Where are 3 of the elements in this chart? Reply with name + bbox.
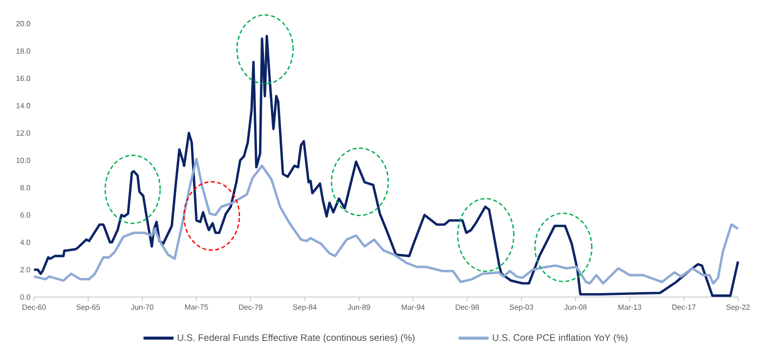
legend-label: U.S. Federal Funds Effective Rate (continous series) (%) <box>178 334 414 343</box>
line-series <box>32 158 740 285</box>
legend-label: U.S. Core PCE inflation YoY (%) <box>492 334 628 343</box>
